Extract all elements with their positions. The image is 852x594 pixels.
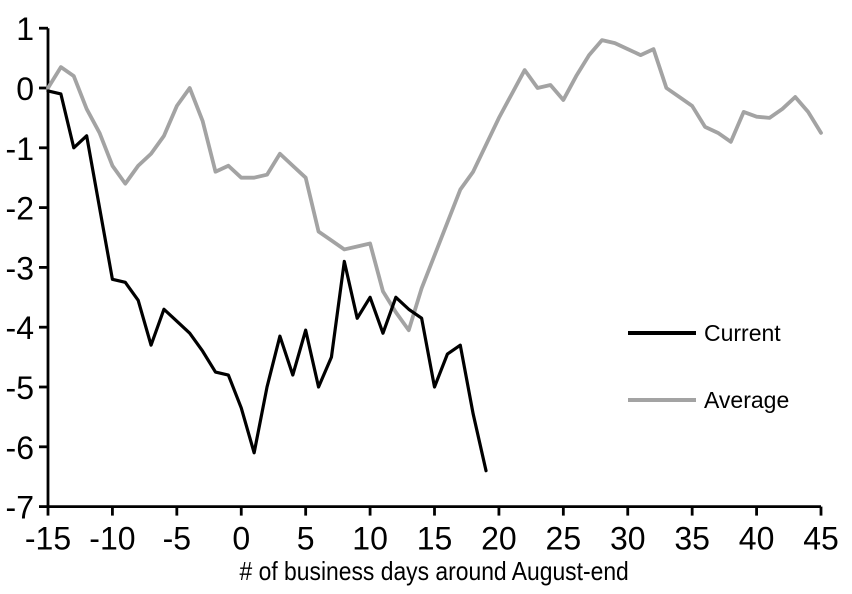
y-axis-tick-label: -1 <box>6 131 34 167</box>
x-axis-title: # of business days around August-end <box>48 556 821 587</box>
y-axis-tick-label: -3 <box>6 250 34 286</box>
x-axis-tick-label: 35 <box>674 521 710 557</box>
y-axis-tick-label: -7 <box>6 490 34 526</box>
legend-swatch-current-line <box>628 331 696 335</box>
y-axis-tick-label: -6 <box>6 430 34 466</box>
x-axis-tick-label: 40 <box>739 521 775 557</box>
legend-item-average: Average <box>628 386 789 414</box>
x-axis-tick-label: 30 <box>610 521 646 557</box>
series-line-current <box>46 89 488 473</box>
x-axis-tick-label: 15 <box>417 521 453 557</box>
x-axis-tick-label: 10 <box>352 521 388 557</box>
series-line-average <box>46 38 823 333</box>
y-axis-tick-label: -5 <box>6 370 34 406</box>
x-axis-tick-label: 0 <box>232 521 250 557</box>
legend-label-average: Average <box>704 387 790 413</box>
axis-lines <box>46 28 821 508</box>
x-axis-tick-label: 45 <box>803 521 839 557</box>
x-axis-tick-label: -15 <box>25 521 71 557</box>
legend-label-current: Current <box>704 320 781 346</box>
legend-swatch-average-line <box>628 398 696 402</box>
x-axis-title-text: # of business days around August-end <box>239 556 630 586</box>
legend-item-current: Current <box>628 319 781 347</box>
x-axis-tick-label: 25 <box>546 521 582 557</box>
x-axis-tick-label: 5 <box>297 521 315 557</box>
y-axis-tick-label: -2 <box>6 191 34 227</box>
y-axis-tick-label: 0 <box>16 71 34 107</box>
x-axis-tick-label: 20 <box>481 521 517 557</box>
x-axis-tick-label: -5 <box>163 521 191 557</box>
y-axis-tick-label: 1 <box>16 11 34 47</box>
x-axis-tick-label: -10 <box>89 521 135 557</box>
y-axis-tick-label: -4 <box>6 310 34 346</box>
